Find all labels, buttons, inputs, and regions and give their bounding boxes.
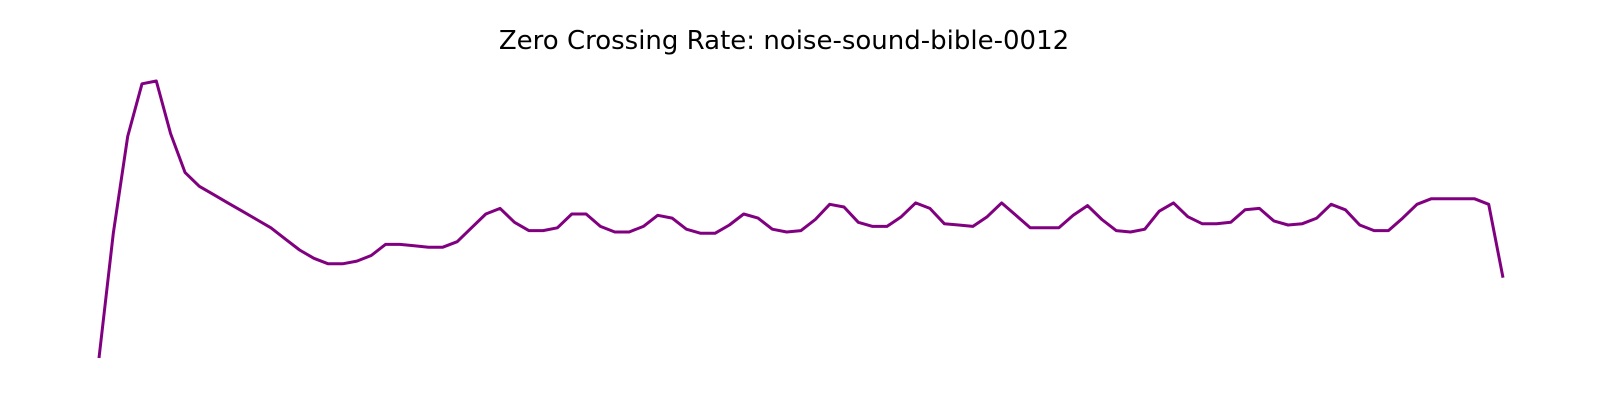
chart-title: Zero Crossing Rate: noise-sound-bible-00… (498, 26, 1070, 56)
plot-area (97, 79, 1505, 359)
series-line-0 (97, 79, 1505, 359)
